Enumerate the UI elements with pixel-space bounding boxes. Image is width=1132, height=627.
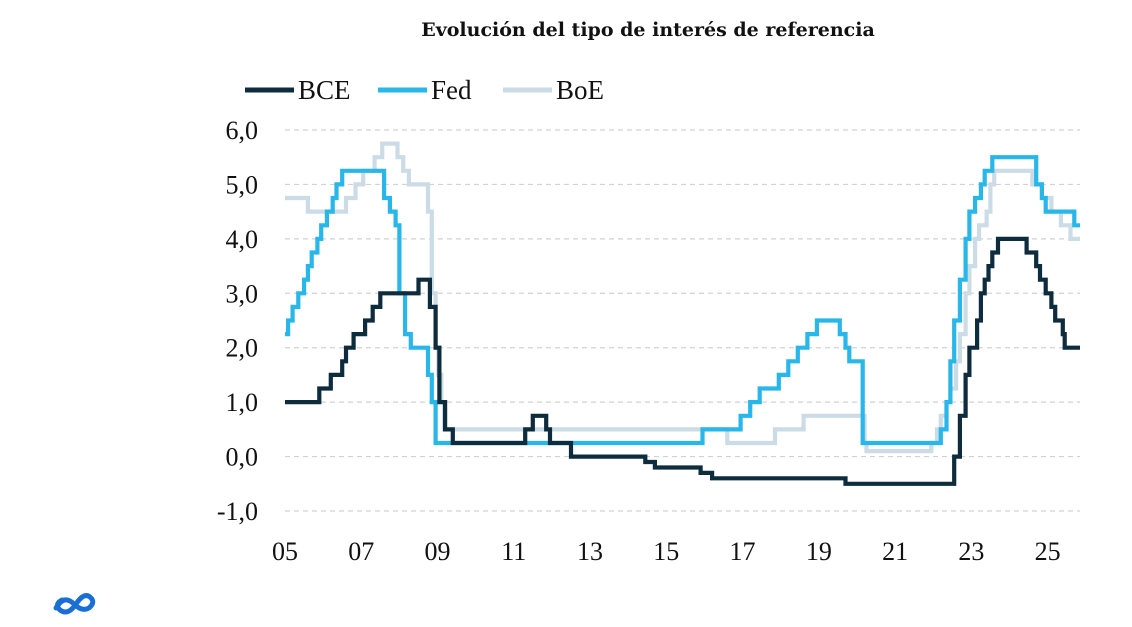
legend-label-boe: BoE [556, 75, 604, 105]
x-tick-label: 09 [425, 537, 451, 566]
y-tick-label: -1,0 [217, 497, 258, 526]
y-tick-label: 1,0 [226, 388, 259, 417]
x-tick-label: 25 [1035, 537, 1061, 566]
legend-label-fed: Fed [431, 75, 472, 105]
x-tick-label: 19 [806, 537, 832, 566]
chart-title: Evolución del tipo de interés de referen… [421, 19, 875, 41]
series-line-fed [285, 155, 1080, 446]
y-tick-label: 4,0 [226, 225, 259, 254]
x-tick-label: 15 [653, 537, 679, 566]
grid [285, 129, 1080, 512]
x-tick-label: 11 [501, 537, 526, 566]
x-tick-label: 17 [730, 537, 756, 566]
x-axis-ticks: 05 07 09 11 13 15 17 19 21 23 25 [272, 537, 1061, 566]
legend-label-bce: BCE [298, 75, 351, 105]
x-tick-label: 23 [958, 537, 984, 566]
y-tick-label: 2,0 [226, 334, 259, 363]
x-tick-label: 07 [348, 537, 374, 566]
x-tick-label: 13 [577, 537, 603, 566]
series-line-bce [285, 236, 1080, 486]
legend: BCE Fed BoE [245, 75, 604, 105]
series-line-boe [285, 141, 1080, 454]
plot-area [285, 141, 1080, 486]
y-tick-label: 0,0 [226, 443, 259, 472]
y-axis-ticks: 6,0 5,0 4,0 3,0 2,0 1,0 0,0 -1,0 [217, 116, 258, 526]
x-tick-label: 05 [272, 537, 298, 566]
y-tick-label: 3,0 [226, 279, 259, 308]
y-tick-label: 6,0 [226, 116, 259, 145]
brand-logo-icon [53, 593, 96, 615]
x-tick-label: 21 [882, 537, 908, 566]
y-tick-label: 5,0 [226, 170, 259, 199]
